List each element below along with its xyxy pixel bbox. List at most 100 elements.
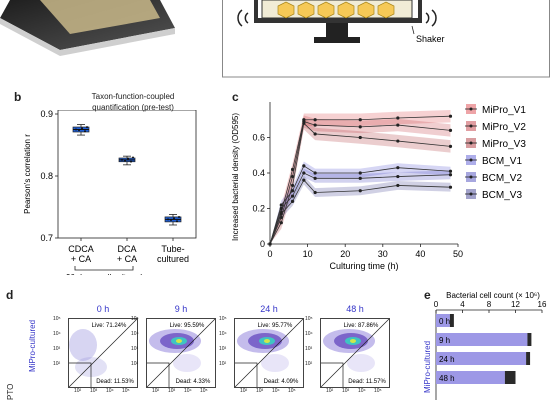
- flow-panel-time: 0 h: [96, 304, 110, 314]
- shaker-label: Shaker: [416, 34, 445, 44]
- dead-percentage: Dead: 11.53%: [96, 379, 134, 385]
- legend-marker: [469, 175, 473, 179]
- flow-x-tick-label: 10²: [240, 388, 248, 394]
- flow-x-tick-label: 10²: [74, 388, 82, 394]
- series-point: [290, 174, 295, 179]
- flow-y-tick-label: 10³: [305, 346, 313, 352]
- gate-diagonal: [147, 319, 215, 387]
- series-line: [269, 165, 451, 245]
- data-point: [167, 218, 169, 221]
- series-point: [290, 189, 295, 193]
- series-point: [313, 118, 317, 122]
- flow-x-tick-label: 10⁴: [358, 388, 366, 394]
- data-point: [130, 160, 132, 163]
- shaker-illustration: Shaker: [222, 0, 550, 78]
- bar-category-label: 48 h: [439, 374, 455, 383]
- series-point: [358, 189, 362, 193]
- flow-panel: Live: 95.59% Dead: 4.33%: [146, 318, 216, 388]
- density-peak: [176, 339, 182, 343]
- x-tick-label: 40: [415, 249, 425, 259]
- legend-marker: [469, 158, 473, 162]
- flow-x-tick-label: 10²: [152, 388, 160, 394]
- bar-live: [436, 333, 528, 346]
- y-tick-label: 0.8: [40, 171, 53, 181]
- flow-x-tick-label: 10³: [90, 388, 98, 394]
- legend-marker: [469, 107, 473, 111]
- data-point: [121, 158, 123, 161]
- data-point: [124, 159, 126, 162]
- data-point: [86, 126, 88, 129]
- flow-x-tick-label: 10⁵: [200, 388, 208, 394]
- series-point: [358, 118, 362, 122]
- live-percentage: Live: 71.24%: [92, 323, 127, 329]
- top-schematic-right: Shaker: [222, 0, 550, 78]
- x-axis-label: Culturing time (h): [329, 261, 398, 271]
- dead-percentage: Dead: 4.09%: [264, 379, 299, 385]
- series-point: [302, 121, 306, 125]
- x-tick-label: Tube-: [161, 244, 184, 254]
- data-point: [132, 156, 134, 159]
- series-point: [448, 173, 453, 177]
- x-tick-label: 0: [434, 300, 439, 309]
- legend-label: MiPro_V2: [482, 122, 526, 133]
- flow-density-plot: Live: 95.59% Dead: 4.33%: [147, 319, 215, 387]
- x-tick-label: + CA: [117, 254, 137, 264]
- flow-x-tick-label: 10⁴: [106, 388, 114, 394]
- flow-y-tick-label: 10²: [219, 361, 227, 367]
- series-band: [270, 168, 451, 244]
- panel-label-d: d: [6, 288, 14, 302]
- series-point: [396, 166, 400, 170]
- density-cloud: [173, 354, 201, 372]
- bar-category-label: 24 h: [439, 355, 455, 364]
- series-point: [448, 114, 453, 118]
- top-schematic-left: [0, 0, 200, 58]
- gate-diagonal: [235, 319, 303, 387]
- series-point: [290, 194, 295, 198]
- y-tick-label: 0.6: [252, 133, 265, 143]
- panel-label-c: c: [232, 90, 239, 104]
- data-point: [81, 127, 83, 130]
- bar-dead: [527, 333, 532, 346]
- flow-y-tick-label: 10³: [53, 346, 61, 352]
- data-point: [170, 219, 172, 221]
- flow-x-tick-label: 10⁴: [184, 388, 192, 394]
- y-tick-label: 0.4: [252, 168, 265, 178]
- flow-x-tick-label: 10³: [168, 388, 176, 394]
- chart-title: Bacterial cell count (× 10⁶): [446, 291, 540, 300]
- legend-marker: [469, 124, 473, 128]
- series-point: [302, 171, 306, 175]
- series-point: [279, 203, 283, 207]
- y-tick-label: 0: [260, 239, 265, 249]
- group-footer: 96-deep well cultured: [66, 273, 142, 275]
- density-peak: [264, 339, 270, 343]
- x-tick-label: 12: [511, 300, 520, 309]
- series-point: [313, 132, 317, 136]
- flow-y-tick-label: 10⁵: [305, 316, 313, 322]
- x-tick-label: 16: [538, 300, 547, 309]
- series-point: [268, 242, 272, 246]
- series-point: [290, 167, 295, 172]
- flow-y-tick-label: 10⁵: [53, 316, 61, 322]
- legend-label: BCM_V3: [482, 190, 522, 201]
- panel-b-title-line1: Taxon-function-coupled: [91, 92, 175, 101]
- flow-x-tick-label: 10³: [256, 388, 264, 394]
- group-bracket: [74, 266, 134, 271]
- bar-dead: [449, 314, 454, 327]
- bar-dead: [526, 352, 531, 365]
- flow-y-tick-label: 10²: [53, 361, 61, 367]
- data-point: [127, 157, 129, 160]
- series-point: [358, 171, 362, 175]
- dead-percentage: Dead: 11.57%: [348, 379, 386, 385]
- flow-panel-time: 48 h: [346, 304, 364, 314]
- density-cloud: [69, 329, 97, 361]
- series-point: [279, 212, 283, 216]
- x-tick-label: cultured: [157, 254, 189, 264]
- panel-label-e: e: [424, 288, 431, 302]
- flow-y-tick-label: 10⁴: [305, 331, 313, 337]
- legend-label: BCM_V2: [482, 173, 522, 184]
- series-line: [269, 179, 451, 245]
- y-tick-label: 0.9: [40, 110, 53, 119]
- series-line: [269, 172, 451, 245]
- flow-side-label: MiPro-cultured: [28, 319, 37, 372]
- x-tick-label: 4: [460, 300, 465, 309]
